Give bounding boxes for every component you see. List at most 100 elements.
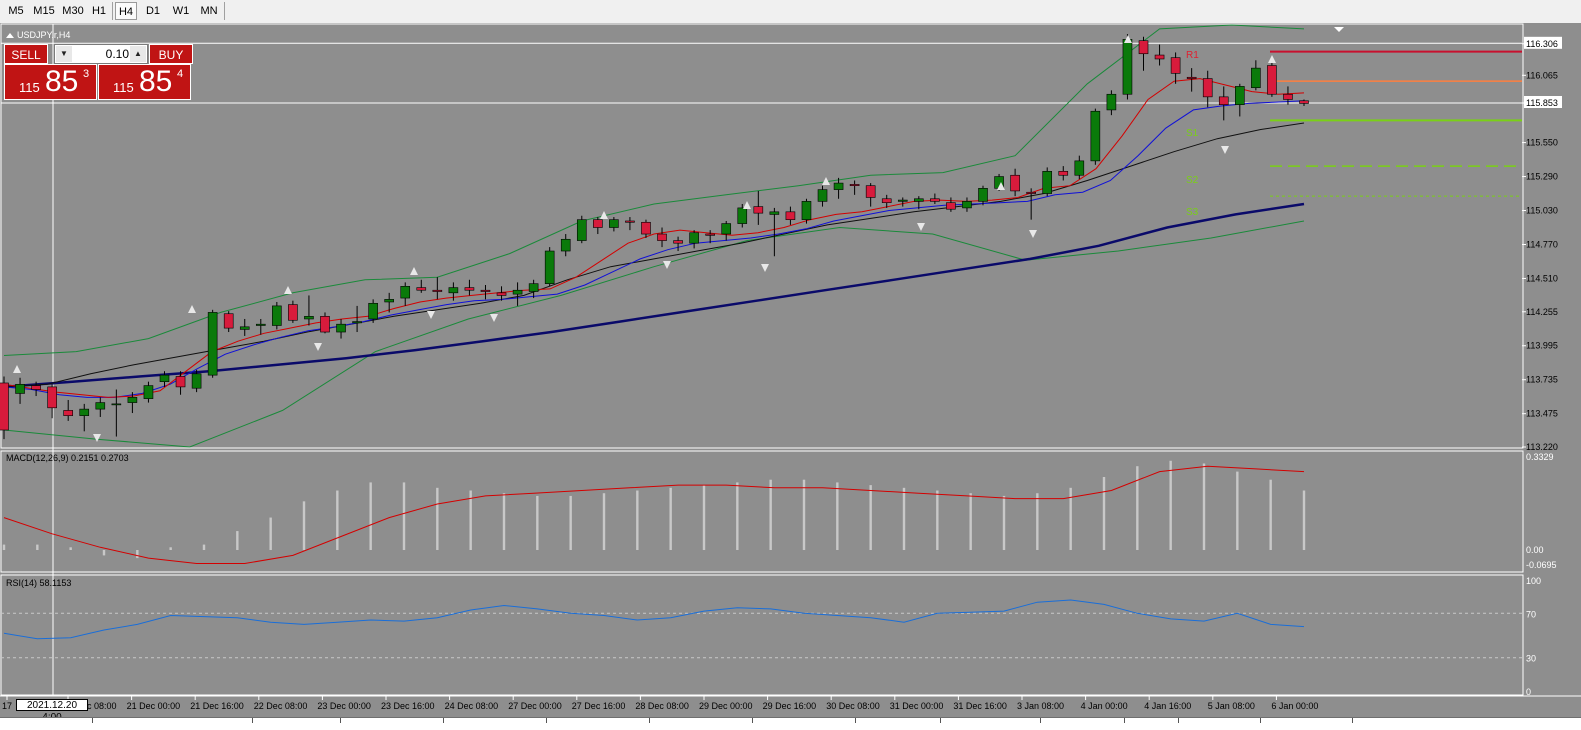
candle-body xyxy=(352,321,362,324)
candle-body xyxy=(400,286,411,299)
candle xyxy=(625,217,635,231)
candle xyxy=(641,219,651,238)
candle xyxy=(1154,44,1165,66)
chart-tab-divider xyxy=(1124,718,1125,723)
macd-histogram-bar xyxy=(1002,495,1006,550)
chart-tab-divider xyxy=(252,718,253,723)
candle xyxy=(657,227,667,248)
candle xyxy=(1090,108,1101,165)
time-axis-label: 6 Jan 00:00 xyxy=(1271,701,1318,711)
candle xyxy=(512,282,523,306)
candle-body xyxy=(849,184,860,186)
rsi-axis-label: 70 xyxy=(1526,609,1536,619)
candle-body xyxy=(1186,76,1197,79)
lot-decrease-icon[interactable]: ▼ xyxy=(56,46,72,62)
candle xyxy=(79,403,90,432)
macd-histogram-bar xyxy=(469,490,472,550)
chart-tab-divider xyxy=(546,718,547,723)
candle xyxy=(609,217,619,232)
tf-w1[interactable]: W1 xyxy=(172,5,190,17)
macd-histogram-bar xyxy=(1169,460,1172,550)
candle xyxy=(1106,90,1117,116)
tf-m30[interactable]: M30 xyxy=(62,5,84,17)
tf-d1[interactable]: D1 xyxy=(145,5,161,17)
candle-body xyxy=(817,189,828,202)
candle-body xyxy=(914,198,924,202)
macd-histogram-bar xyxy=(1069,487,1072,550)
candle xyxy=(1058,166,1069,181)
time-axis-label: 28 Dec 08:00 xyxy=(635,701,689,711)
lot-increase-icon[interactable]: ▲ xyxy=(130,46,146,62)
chart-tabs-strip[interactable] xyxy=(0,717,1581,730)
candle-body xyxy=(0,382,9,431)
price-axis-label: 113.220 xyxy=(1526,442,1558,452)
ma-slow-line xyxy=(3,122,1305,388)
candle xyxy=(464,279,475,296)
candle-body xyxy=(95,402,106,410)
candle-body xyxy=(705,233,715,236)
candle-body xyxy=(63,410,73,416)
rsi-axis-label: 30 xyxy=(1526,654,1536,664)
buy-button[interactable]: BUY xyxy=(149,44,193,64)
fractal-up-icon xyxy=(1268,55,1276,63)
tf-m5[interactable]: M5 xyxy=(8,5,24,17)
candle-body xyxy=(930,198,940,202)
time-axis-label: 23 Dec 00:00 xyxy=(317,701,371,711)
candle xyxy=(223,311,234,333)
tf-h1[interactable]: H1 xyxy=(91,5,107,17)
candle-body xyxy=(785,211,796,220)
rsi-panel-border xyxy=(0,574,1524,696)
macd-title: MACD(12,26,9) 0.2151 0.2703 xyxy=(6,453,129,463)
price-axis-label: 116.065 xyxy=(1526,70,1558,80)
candle-body xyxy=(1154,54,1165,60)
tf-h4[interactable]: H4 xyxy=(115,2,137,20)
candle xyxy=(1235,83,1245,117)
candle-body xyxy=(946,202,956,210)
bid-price[interactable]: 115 85 3 xyxy=(4,64,97,100)
price-axis-label: 115.290 xyxy=(1526,172,1558,182)
chart-canvas[interactable]: 116.306 116.065 115.853 115.550 115.290 115.0… xyxy=(0,23,1581,717)
candle-body xyxy=(865,185,876,198)
macd-histogram-bar xyxy=(1236,471,1239,550)
macd-histogram-bar xyxy=(902,487,906,550)
candle xyxy=(175,371,186,395)
candle xyxy=(673,236,683,252)
candle-body xyxy=(769,211,780,215)
candle xyxy=(544,247,555,287)
tf-mn[interactable]: MN xyxy=(200,5,218,17)
ma-mid-line xyxy=(3,100,1305,398)
ask-price[interactable]: 115 85 4 xyxy=(98,64,191,100)
bid-price-fraction: 3 xyxy=(83,68,90,80)
tf-m15[interactable]: M15 xyxy=(33,5,55,17)
macd-histogram-bar xyxy=(502,493,506,550)
candle xyxy=(207,309,218,378)
candle-body xyxy=(1202,78,1213,98)
time-axis-label: 21 Dec 08:00 xyxy=(63,701,117,711)
candle xyxy=(480,284,491,300)
macd-histogram-bar xyxy=(536,495,539,550)
candle xyxy=(320,312,330,334)
candle-body xyxy=(255,323,266,326)
macd-histogram-bar xyxy=(102,550,106,556)
fractal-down-icon xyxy=(427,311,435,319)
candle xyxy=(15,377,25,404)
lot-size-input[interactable] xyxy=(73,46,131,62)
candle xyxy=(304,295,314,326)
pivot-label-s2: S2 xyxy=(1186,175,1199,186)
sell-button[interactable]: SELL xyxy=(4,44,48,64)
chart-window[interactable]: 116.306 116.065 115.853 115.550 115.290 115.0… xyxy=(0,23,1581,717)
candle xyxy=(769,207,780,257)
fractal-up-icon xyxy=(743,201,751,209)
macd-histogram-bar xyxy=(702,485,706,550)
candle-body xyxy=(416,287,427,291)
pivot-label-r1: R1 xyxy=(1186,50,1199,61)
chart-tab-divider xyxy=(443,718,444,723)
candle xyxy=(416,279,427,293)
lot-size-control: ▼ ▲ xyxy=(54,44,148,64)
candle xyxy=(881,194,892,208)
candle-body xyxy=(593,219,603,228)
candle-body xyxy=(673,240,683,244)
candle xyxy=(336,318,346,339)
macd-histogram-bar xyxy=(169,547,172,550)
candle xyxy=(930,193,940,204)
